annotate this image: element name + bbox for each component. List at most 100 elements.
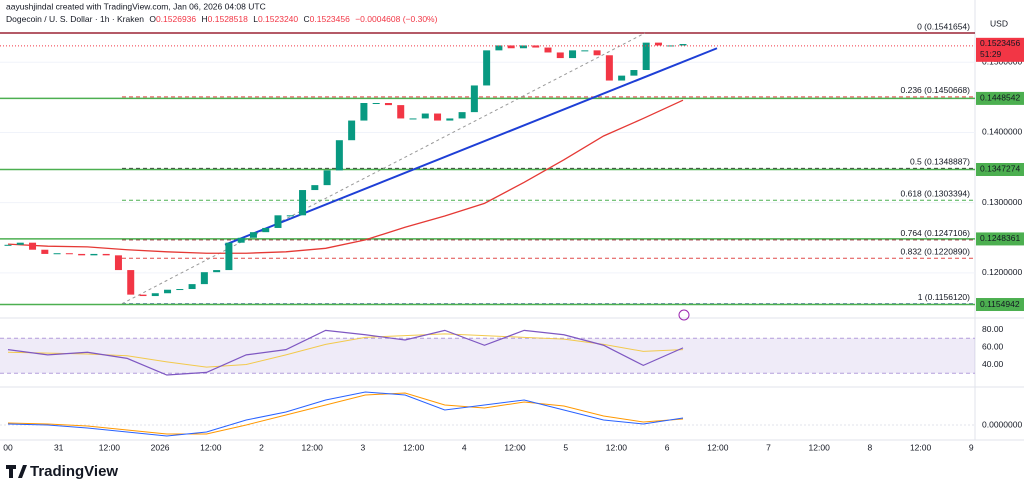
x-tick-label: 12:00 [403, 442, 425, 452]
y-tick-label: 0.1300000 [982, 197, 1022, 207]
candle [630, 70, 638, 76]
rsi-line [7, 329, 684, 376]
candle [593, 50, 601, 56]
candle [164, 289, 172, 294]
x-tick-label: 12:00 [302, 442, 324, 452]
candle [249, 232, 257, 238]
x-tick-label: 6 [665, 442, 670, 452]
x-tick-label: 12:00 [606, 442, 628, 452]
rsi-tick-label: 80.00 [982, 324, 1004, 334]
candle [532, 45, 540, 48]
x-tick-label: 4 [462, 442, 467, 452]
fib-label: 0.832 (0.1220890) [901, 246, 971, 256]
x-tick-label: 2 [259, 442, 264, 452]
ohlc-value: 0.1523240 [258, 14, 298, 24]
level-label: 0.1448542 [980, 93, 1020, 103]
ohlc-value: 0.1523456 [310, 14, 350, 24]
last-price-box [976, 37, 1024, 62]
candle [176, 289, 184, 291]
candle [372, 103, 380, 105]
logo-mark [6, 465, 27, 478]
symbol: Dogecoin / U. S. Dollar · 1h · Kraken [6, 14, 144, 24]
candle [495, 45, 503, 51]
level-box [976, 232, 1024, 246]
fib-label: 0.236 (0.1450668) [901, 85, 971, 95]
ohlc-key: H [202, 14, 208, 24]
candle [507, 45, 515, 49]
ohlc-key: O [149, 14, 156, 24]
candle [274, 215, 282, 228]
ohlc-key: L [253, 14, 258, 24]
candle [127, 270, 135, 295]
macd-tick-label: 0.0000000 [982, 419, 1022, 429]
candle [323, 170, 331, 186]
candle [360, 103, 368, 121]
x-tick-label: 12:00 [200, 442, 222, 452]
alert-icon[interactable] [678, 309, 690, 321]
candle [642, 42, 650, 71]
ohlc-value: 0.1528518 [208, 14, 248, 24]
candle [286, 215, 294, 217]
candle [569, 50, 577, 59]
candle [519, 45, 527, 49]
candle [262, 227, 270, 233]
candle [667, 45, 675, 47]
candle [654, 42, 662, 46]
currency: USD [990, 18, 1008, 28]
x-tick-label: 8 [868, 442, 873, 452]
candle [581, 50, 589, 52]
candle [483, 50, 491, 86]
level-label: 0.1248361 [980, 233, 1020, 243]
candle [544, 47, 552, 53]
rsi-tick-label: 60.00 [982, 341, 1004, 351]
level-label: 0.1154942 [980, 299, 1020, 309]
x-tick-label: 7 [766, 442, 771, 452]
change: −0.0004608 (−0.30%) [355, 14, 437, 24]
candle [458, 112, 466, 119]
candle [4, 244, 12, 246]
x-tick-label: 12:00 [707, 442, 729, 452]
candle [65, 253, 73, 255]
candle [605, 55, 613, 81]
x-tick-label: 12:00 [809, 442, 831, 452]
candle [16, 242, 24, 245]
candle [139, 294, 147, 297]
candle [237, 237, 245, 243]
fib-label: 0.618 (0.1303394) [901, 189, 971, 199]
moving-average [7, 99, 684, 254]
candle [41, 249, 49, 254]
candle [556, 52, 564, 59]
signal-line [7, 392, 684, 435]
countdown: 51:29 [980, 49, 1002, 59]
last-price-label: 0.1523456 [980, 38, 1020, 48]
candle [384, 103, 392, 106]
candle [470, 85, 478, 113]
candle [311, 185, 319, 191]
candle [335, 140, 343, 171]
y-tick-label: 0.1200000 [982, 267, 1022, 277]
candle [200, 272, 208, 285]
candle [348, 120, 356, 141]
x-tick-label: 31 [54, 442, 64, 452]
x-tick-label: 2026 [151, 442, 170, 452]
candle [446, 118, 454, 121]
candle [409, 118, 417, 120]
candle [78, 253, 86, 256]
fib-label: 0 (0.1541654) [917, 21, 970, 31]
candle [151, 293, 159, 297]
rsi-tick-label: 40.00 [982, 359, 1004, 369]
y-tick-label: 0.1400000 [982, 127, 1022, 137]
candle [434, 113, 442, 121]
fib-label: 1 (0.1156120) [918, 292, 970, 302]
candle [679, 44, 687, 46]
level-box [976, 91, 1024, 105]
x-tick-label: 12:00 [99, 442, 121, 452]
fib-label: 0.5 (0.1348887) [910, 157, 970, 167]
candle [29, 242, 37, 250]
fib-label: 0.764 (0.1247106) [901, 228, 971, 238]
rsi-ma-line [7, 333, 684, 368]
x-tick-label: 12:00 [910, 442, 932, 452]
candle [397, 105, 405, 119]
